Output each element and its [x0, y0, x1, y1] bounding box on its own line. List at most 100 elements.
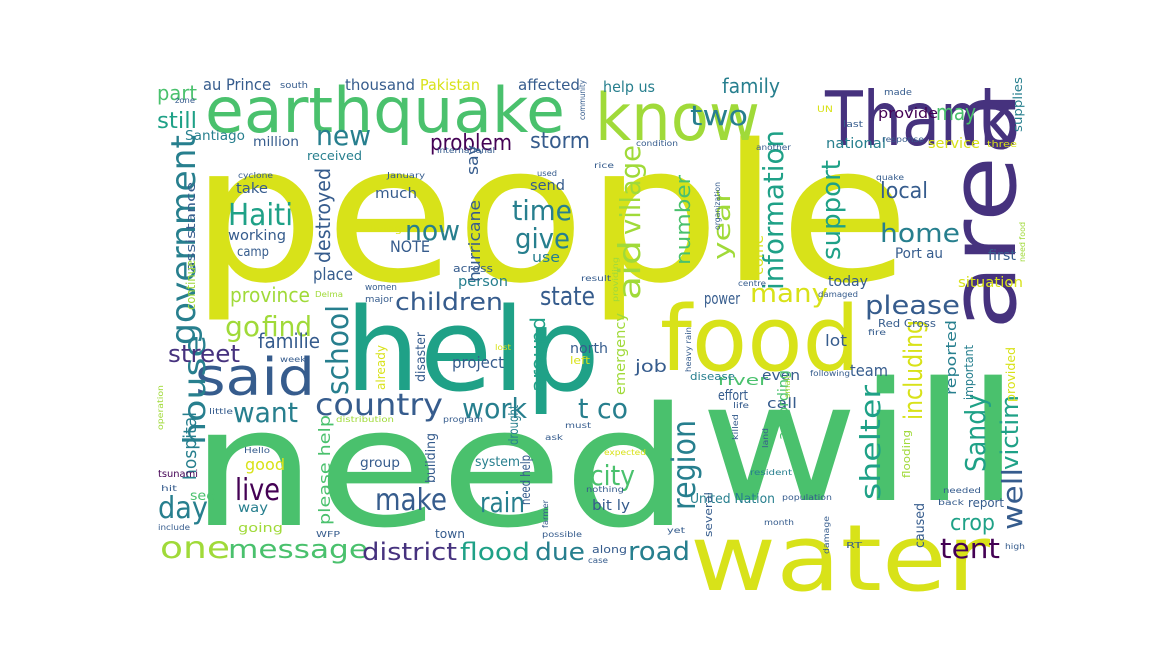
- word-life: life: [733, 401, 749, 410]
- word-according: according: [776, 370, 792, 440]
- word-damaged: damaged: [818, 290, 858, 299]
- word-operation: operation: [156, 385, 165, 430]
- word-come: come: [751, 235, 767, 275]
- word-living: living: [370, 224, 402, 235]
- word-hospital: hospital: [180, 412, 201, 480]
- word-state: state: [540, 282, 595, 312]
- word-village: village: [614, 145, 647, 235]
- word-un: UN: [817, 105, 833, 115]
- word-place: place: [313, 265, 353, 285]
- word-t-co: t co: [578, 392, 628, 425]
- word-local: local: [880, 179, 928, 204]
- word-provide: provide: [878, 106, 938, 122]
- word-distribution: distribution: [336, 415, 394, 424]
- word-damage: damage: [822, 516, 831, 554]
- word-need: need: [190, 372, 690, 564]
- word-port-au: Port au: [895, 246, 943, 262]
- word-lost: lost: [495, 343, 511, 352]
- word-call: call: [767, 396, 797, 412]
- word-still: still: [157, 109, 197, 134]
- word-will: will: [700, 347, 1020, 539]
- word-nothing: nothing: [586, 485, 624, 494]
- word-person: person: [458, 274, 508, 290]
- word-population: population: [782, 493, 832, 502]
- word-effort: effort: [718, 388, 748, 404]
- word-family: family: [722, 74, 780, 98]
- word-street: street: [168, 340, 240, 368]
- word-camp: camp: [237, 245, 269, 260]
- word-first: first: [988, 248, 1017, 264]
- word-job: job: [634, 357, 667, 377]
- word-even: even: [762, 368, 800, 384]
- word-school: school: [321, 305, 356, 395]
- word-crop: crop: [950, 511, 995, 536]
- word-possible: possible: [542, 530, 582, 539]
- word-program: program: [443, 415, 483, 424]
- word-one: one: [160, 531, 230, 566]
- word-message: message: [228, 535, 368, 565]
- word-flooding: flooding: [900, 430, 913, 478]
- word-million: million: [253, 135, 299, 150]
- word-flood: flood: [460, 538, 530, 566]
- word-go: go: [225, 310, 260, 343]
- word-south: south: [280, 81, 308, 91]
- word-destroyed: destroyed: [311, 168, 335, 263]
- word-thank: Thank: [824, 75, 1015, 163]
- word-providing: providing: [611, 257, 620, 302]
- word-made: made: [884, 88, 912, 98]
- word-system: system: [475, 455, 520, 470]
- word-centre: centre: [738, 279, 766, 288]
- word-drought: drought: [507, 405, 522, 445]
- word-another: another: [756, 143, 792, 152]
- word-following: following: [810, 369, 850, 378]
- word-received: received: [307, 149, 362, 163]
- word-resident: resident: [750, 468, 792, 477]
- word-report: report: [968, 496, 1004, 510]
- word-disease: disease: [690, 370, 735, 383]
- word-year: year: [708, 190, 736, 260]
- word-due: due: [535, 538, 585, 566]
- word-project: project: [452, 353, 504, 372]
- word-expected: expected: [604, 448, 646, 457]
- word-yet: yet: [667, 526, 685, 535]
- word-reported: reported: [944, 320, 960, 395]
- word-wfp: WFP: [316, 530, 340, 539]
- word-heavy-rain: heavy rain: [684, 327, 693, 372]
- word-good: good: [245, 455, 285, 474]
- word-back: back: [938, 498, 964, 507]
- word-district: district: [362, 538, 457, 566]
- word-delma: Delma: [315, 290, 343, 299]
- word-united-nation: United Nation: [690, 492, 775, 507]
- word-help: help: [345, 284, 600, 418]
- word-important: important: [962, 345, 976, 400]
- word-rt: RT: [846, 541, 862, 550]
- word-victim: victim: [996, 395, 1024, 470]
- word-two: two: [690, 99, 748, 132]
- word-number: number: [671, 174, 695, 265]
- word-need-help: need help: [519, 455, 534, 505]
- word-assistance: assistance: [184, 182, 198, 272]
- word-home: home: [880, 219, 960, 249]
- word-aid: aid: [613, 240, 648, 300]
- word-killed: killed: [731, 414, 740, 440]
- word-case: case: [588, 556, 608, 565]
- word-little: little: [209, 407, 233, 416]
- word-much: much: [375, 186, 417, 202]
- word-across: across: [453, 262, 493, 275]
- word-around: around: [526, 317, 550, 392]
- word-please: please: [865, 291, 960, 321]
- word-give: give: [515, 222, 570, 255]
- word-sandy: Sandy: [959, 394, 992, 472]
- word-note: NOTE: [390, 237, 430, 256]
- word-storm: storm: [530, 129, 590, 154]
- word-response: response: [882, 135, 924, 144]
- word-live: live: [235, 473, 280, 508]
- word-power: power: [704, 289, 740, 308]
- word-working: working: [228, 228, 286, 244]
- word-city: city: [590, 459, 635, 492]
- word-bit-ly: bit ly: [592, 498, 630, 514]
- word-may: may: [936, 101, 976, 126]
- word-hurricane: hurricane: [465, 200, 484, 282]
- word-small: small: [783, 376, 792, 398]
